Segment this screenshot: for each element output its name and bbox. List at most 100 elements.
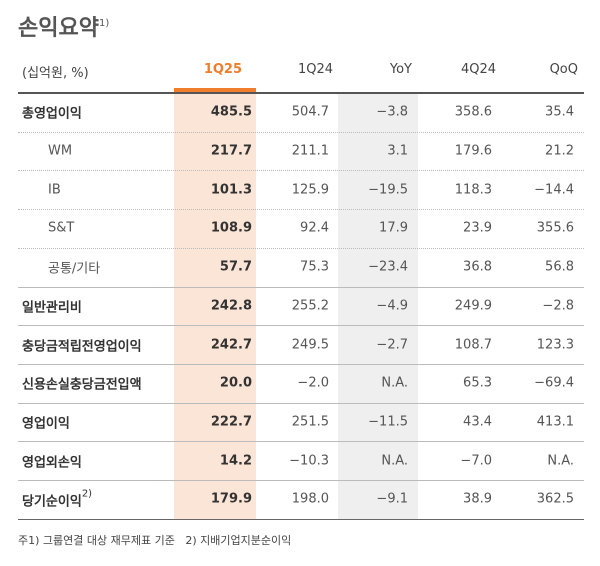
row-label: 영업이익 [22,412,70,431]
value-cell: 17.9 [379,220,408,236]
title: 손익요약1) [18,10,109,42]
row-label: S&T [48,221,74,236]
row-line [18,286,584,288]
value-cell: 358.6 [454,104,492,120]
header-cell: 4Q24 [460,62,496,77]
row-label: 공통/기타 [48,258,100,277]
value-cell: 362.5 [536,491,574,507]
value-cell: 38.9 [463,491,492,507]
value-cell: 123.3 [536,337,574,353]
header-line [18,92,584,94]
value-cell: N.A. [547,453,574,469]
value-cell: 504.7 [291,104,329,120]
value-cell: 217.7 [210,143,252,159]
row-label: 충당금적립전영업이익 [22,335,142,354]
yoy-col [338,93,418,519]
sub-row-line [18,131,584,133]
row-label: WM [48,144,72,159]
highlight-col [174,93,256,519]
row-label-text: 신용손실충당금전입액 [22,377,142,393]
value-cell: 251.5 [291,414,329,430]
row-label: 일반관리비 [22,296,82,315]
value-cell: 108.7 [454,337,492,353]
row-line [18,518,584,520]
value-cell: 101.3 [210,182,252,198]
value-cell: 35.4 [545,104,574,120]
row-line [18,402,584,404]
value-cell: −2.8 [542,298,574,314]
row-label-text: WM [48,143,73,159]
value-cell: 355.6 [536,220,574,236]
row-label-text: 충당금적립전영업이익 [22,339,142,355]
row-line [18,325,584,327]
sub-row-line [18,209,584,211]
value-cell: N.A. [381,453,408,469]
value-cell: 21.2 [545,143,574,159]
row-label-text: IB [48,182,61,198]
value-cell: 92.4 [300,220,329,236]
title-text: 손익요약 [18,16,99,41]
header-cell: 1Q25 [203,62,242,77]
row-label-text: 영업이익 [22,416,70,432]
value-cell: 242.8 [210,298,252,314]
value-cell: 198.0 [291,491,329,507]
value-cell: 43.4 [463,414,492,430]
row-line [18,441,584,443]
row-line [18,363,584,365]
value-cell: −10.3 [289,453,329,469]
row-label: 영업외손익 [22,451,82,470]
value-cell: 179.9 [210,491,252,507]
value-cell: 36.8 [463,259,492,275]
value-cell: 222.7 [210,414,252,430]
value-cell: −23.4 [368,259,408,275]
highlight-bar [174,88,256,93]
row-label: IB [48,182,61,197]
value-cell: −4.9 [376,298,408,314]
value-cell: 249.9 [454,298,492,314]
value-cell: N.A. [381,375,408,391]
row-label-text: 영업외손익 [22,455,82,471]
value-cell: −2.7 [376,337,408,353]
row-label-text: 공통/기타 [48,261,101,277]
row-label: 당기순이익2) [22,489,92,510]
sub-row-line [18,247,584,249]
value-cell: 14.2 [219,453,252,469]
value-cell: 242.7 [210,337,252,353]
value-cell: 211.1 [291,143,329,159]
value-cell: −11.5 [368,414,408,430]
value-cell: −19.5 [368,182,408,198]
value-cell: 108.9 [210,220,252,236]
row-label-note: 2) [81,488,93,500]
row-label-text: 총영업이익 [22,106,82,122]
value-cell: 20.0 [219,375,252,391]
value-cell: 75.3 [300,259,329,275]
value-cell: −3.8 [376,104,408,120]
value-cell: 56.8 [545,259,574,275]
value-cell: 179.6 [454,143,492,159]
value-cell: 3.1 [387,143,408,159]
value-cell: 255.2 [291,298,329,314]
row-label-text: 당기순이익 [22,494,82,510]
title-note: 1) [98,18,110,29]
header-cell: (십억원, %) [22,66,89,81]
value-cell: 125.9 [291,182,329,198]
sub-row-line [18,170,584,172]
value-cell: −9.1 [376,491,408,507]
value-cell: 23.9 [463,220,492,236]
row-line [18,480,584,481]
header-cell: 1Q24 [297,62,333,77]
value-cell: 413.1 [536,414,574,430]
row-label: 총영업이익 [22,103,82,122]
row-label-text: 일반관리비 [22,300,82,316]
value-cell: −14.4 [534,182,574,198]
footnote: 주1) 그룹연결 대상 재무제표 기준 2) 지배기업지분순이익 [18,534,292,547]
value-cell: −2.0 [297,375,329,391]
value-cell: 118.3 [454,182,492,198]
value-cell: 57.7 [219,259,252,275]
value-cell: 249.5 [291,337,329,353]
row-label-text: S&T [48,220,75,236]
value-cell: −7.0 [460,453,492,469]
header-cell: QoQ [549,62,578,77]
value-cell: 485.5 [210,104,252,120]
